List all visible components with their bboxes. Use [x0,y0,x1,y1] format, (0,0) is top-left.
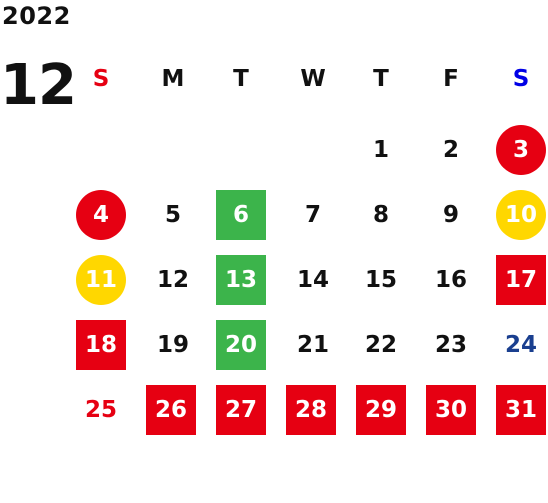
day-10[interactable]: 10 [496,190,546,240]
day-23[interactable]: 23 [434,332,467,358]
day-8[interactable]: 8 [372,202,389,228]
day-15[interactable]: 15 [364,267,397,293]
day-18[interactable]: 18 [76,320,126,370]
day-6[interactable]: 6 [216,190,266,240]
weekday-sat: S [512,66,530,92]
day-21[interactable]: 21 [296,332,329,358]
month-label: 12 [0,53,77,118]
day-30[interactable]: 30 [426,385,476,435]
day-24[interactable]: 24 [504,332,537,358]
day-31[interactable]: 31 [496,385,546,435]
day-27[interactable]: 27 [216,385,266,435]
day-29[interactable]: 29 [356,385,406,435]
day-16[interactable]: 16 [434,267,467,293]
day-9[interactable]: 9 [442,202,459,228]
day-17[interactable]: 17 [496,255,546,305]
day-2[interactable]: 2 [442,137,459,163]
weekday-fri: F [443,66,459,92]
day-11[interactable]: 11 [76,255,126,305]
weekday-mon: M [161,66,185,92]
day-19[interactable]: 19 [156,332,189,358]
day-12[interactable]: 12 [156,267,189,293]
weekday-sun: S [92,66,110,92]
day-22[interactable]: 22 [364,332,397,358]
day-28[interactable]: 28 [286,385,336,435]
day-25[interactable]: 25 [84,397,117,423]
day-20[interactable]: 20 [216,320,266,370]
day-26[interactable]: 26 [146,385,196,435]
weekday-wed: W [300,66,326,92]
day-14[interactable]: 14 [296,267,329,293]
day-13[interactable]: 13 [216,255,266,305]
day-7[interactable]: 7 [304,202,321,228]
day-3[interactable]: 3 [496,125,546,175]
day-1[interactable]: 1 [372,137,389,163]
day-4[interactable]: 4 [76,190,126,240]
year-label: 2022 [2,2,71,30]
weekday-tue: T [233,66,249,92]
weekday-thu: T [373,66,389,92]
day-5[interactable]: 5 [164,202,181,228]
